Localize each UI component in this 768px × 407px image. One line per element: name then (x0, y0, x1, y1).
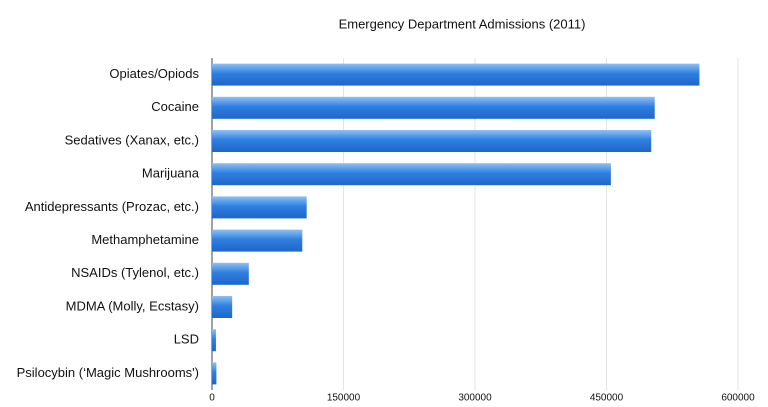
y-tick-label: Methamphetamine (91, 232, 199, 247)
bar (212, 296, 233, 318)
bar (212, 262, 249, 285)
chart-title: Emergency Department Admissions (2011) (339, 16, 586, 31)
y-tick-label: Cocaine (151, 99, 199, 114)
y-tick-label: LSD (174, 332, 199, 347)
y-tick-label: Marijuana (142, 166, 200, 181)
x-tick-label: 600000 (721, 393, 755, 404)
y-tick-label: Psilocybin (‘Magic Mushrooms') (17, 365, 199, 380)
bar (212, 96, 655, 119)
bar (212, 130, 652, 152)
x-tick-label: 450000 (590, 393, 624, 404)
y-tick-label: Opiates/Opiods (109, 66, 199, 81)
bar (212, 229, 303, 252)
y-tick-label: Antidepressants (Prozac, etc.) (25, 199, 199, 214)
x-tick-label: 150000 (327, 393, 361, 404)
bar (212, 362, 217, 385)
x-tick-label: 0 (209, 393, 215, 404)
bar (212, 329, 216, 352)
bar (212, 63, 700, 86)
y-tick-label: NSAIDs (Tylenol, etc.) (71, 265, 199, 280)
y-tick-label: MDMA (Molly, Ecstasy) (66, 298, 199, 313)
bar (212, 163, 611, 186)
y-tick-label: Sedatives (Xanax, etc.) (65, 132, 199, 147)
bar (212, 196, 307, 219)
x-tick-label: 300000 (458, 393, 492, 404)
